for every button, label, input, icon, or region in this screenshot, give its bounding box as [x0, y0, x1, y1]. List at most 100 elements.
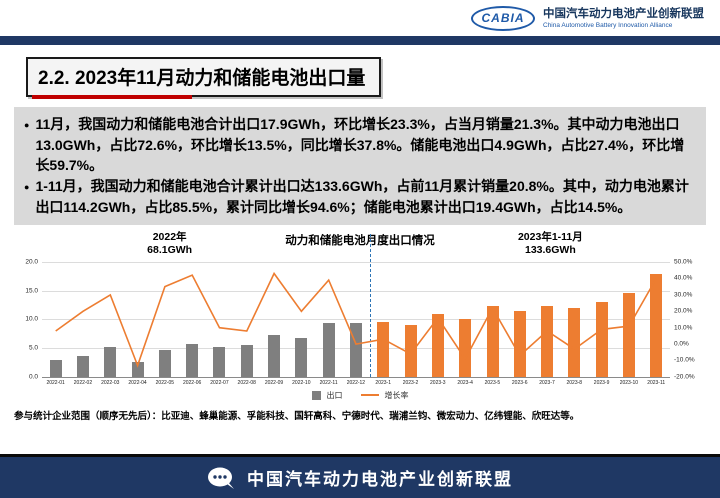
footer-logo-icon — [208, 467, 234, 489]
export-bar-2023-5 — [486, 305, 499, 377]
export-bar-2022-10 — [295, 338, 308, 377]
org-name-block: 中国汽车动力电池产业创新联盟 China Automotive Battery … — [543, 7, 704, 28]
gridline — [42, 261, 670, 263]
statistics-scope-note: 参与统计企业范围（顺序无先后）：比亚迪、蜂巢能源、孚能科技、国轩高科、宁德时代、… — [14, 410, 580, 422]
export-bar-2023-4 — [459, 318, 472, 377]
bullet-marker-icon: ● — [24, 120, 30, 130]
org-name-en: China Automotive Battery Innovation Alli… — [543, 21, 673, 29]
export-bar-2022-07 — [213, 346, 226, 377]
left-axis-tick: 20.0 — [25, 258, 38, 266]
x-tick-label: 2023-3 — [430, 379, 446, 386]
chart-title: 动力和储能电池月度出口情况 — [285, 234, 435, 247]
export-bar-2022-11 — [322, 323, 335, 377]
cabia-logo-text: CABIA — [481, 11, 525, 25]
annotation-2022-value: 68.1GWh — [147, 244, 193, 257]
left-axis-tick: 5.0 — [28, 344, 38, 352]
gridline — [42, 319, 670, 321]
left-axis-tick: 15.0 — [25, 287, 38, 295]
bullet-text-2: 1-11月，我国动力和储能电池合计累计出口达133.6GWh，占前11月累计销量… — [35, 178, 689, 215]
export-bar-2022-01 — [49, 359, 62, 377]
footer: 中国汽车动力电池产业创新联盟 — [0, 454, 720, 498]
title-accent-bar — [32, 95, 192, 99]
right-axis: 50.0% 40.0% 30.0% 20.0% 10.0% 0.0% -10.0% -20.0… — [670, 258, 706, 381]
export-bar-2022-04 — [131, 361, 144, 377]
bullet-text-1: 11月，我国动力和储能电池合计出口17.9GWh，环比增长23.3%，占当月销量… — [35, 116, 685, 174]
x-tick-label: 2023-2 — [402, 379, 419, 386]
export-bar-2023-1 — [377, 321, 390, 377]
x-tick-label: 2022-12 — [346, 379, 366, 386]
x-tick-label: 2022-09 — [264, 379, 284, 386]
x-tick-label: 2022-01 — [46, 379, 65, 386]
x-tick-label: 2022-11 — [319, 379, 338, 386]
footer-org-name: 中国汽车动力电池产业创新联盟 — [247, 470, 513, 489]
bullet-item: ● 11月，我国动力和储能电池合计出口17.9GWh，环比增长23.3%，占当月… — [22, 114, 696, 176]
right-axis-tick: 0.0% — [674, 340, 689, 348]
x-tick-label: 2023-7 — [539, 379, 555, 386]
chart-legend: 出口 增长率 — [14, 390, 706, 401]
export-bar-2023-2 — [404, 325, 417, 377]
x-tick-label: 2022-10 — [292, 379, 311, 386]
bullet-marker-icon: ● — [24, 182, 30, 193]
export-bar-2023-11 — [650, 273, 663, 377]
legend-bar-swatch-icon — [311, 390, 321, 400]
right-axis-tick: 40.0% — [674, 274, 693, 282]
x-tick-label: 2022-05 — [155, 379, 175, 386]
left-axis-tick: 0.0 — [28, 373, 38, 381]
export-bar-2022-02 — [76, 356, 89, 377]
x-tick-label: 2022-04 — [128, 379, 147, 386]
export-bar-2023-6 — [513, 310, 526, 377]
export-bar-2023-3 — [431, 313, 444, 377]
export-bar-2022-09 — [268, 335, 281, 377]
x-tick-label: 2023-1 — [375, 379, 391, 386]
year-separator-line — [369, 233, 371, 377]
right-axis-tick: 30.0% — [674, 291, 693, 299]
x-tick-label: 2022-06 — [182, 379, 202, 386]
chart-body: 20.0 15.0 10.0 5.0 0.0 50.0% 40.0% 30.0% 20.0% 1… — [14, 233, 706, 381]
x-tick-label: 2023-6 — [511, 379, 528, 386]
slide-title-box: 2.2. 2023年11月动力和储能电池出口量 — [26, 57, 382, 99]
summary-panel: ● 11月，我国动力和储能电池合计出口17.9GWh，环比增长23.3%，占当月… — [14, 107, 706, 225]
x-tick-label: 2023-11 — [647, 379, 666, 386]
annotation-2023: 2023年1-11月 133.6GWh — [435, 231, 666, 258]
right-axis-tick: 10.0% — [674, 324, 693, 332]
gridline — [42, 290, 670, 292]
export-bar-2022-08 — [240, 344, 253, 377]
export-bar-2022-05 — [158, 350, 171, 377]
x-tick-label: 2022-03 — [101, 379, 120, 386]
x-tick-label: 2022-08 — [237, 379, 256, 386]
export-bar-2022-03 — [104, 346, 117, 377]
right-axis-tick: -20.0% — [674, 373, 695, 381]
chart-plot — [42, 233, 670, 378]
right-axis-tick: -10.0% — [674, 356, 695, 364]
annotation-2022: 2022年 68.1GWh — [54, 231, 285, 258]
left-axis: 20.0 15.0 10.0 5.0 0.0 — [14, 258, 42, 381]
cabia-logo: CABIA 中国汽车动力电池产业创新联盟 China Automotive Ba… — [471, 5, 704, 31]
right-axis-tick: 50.0% — [674, 258, 693, 266]
org-name-cn: 中国汽车动力电池产业创新联盟 — [543, 8, 704, 21]
legend-bar-label: 出口 — [326, 390, 343, 400]
growth-rate-line — [55, 271, 657, 368]
export-bar-2022-06 — [186, 343, 199, 377]
export-chart: 2022年 68.1GWh 动力和储能电池月度出口情况 2023年1-11月 1… — [14, 231, 706, 401]
x-tick-label: 2023-8 — [566, 379, 583, 386]
annotation-2023-value: 133.6GWh — [524, 244, 576, 257]
left-axis-tick: 10.0 — [25, 315, 38, 323]
x-tick-label: 2023-4 — [457, 379, 473, 386]
legend-line-label: 增长率 — [384, 390, 409, 400]
header: CABIA 中国汽车动力电池产业创新联盟 China Automotive Ba… — [0, 0, 720, 36]
x-tick-label: 2022-07 — [210, 379, 229, 386]
legend-line-swatch-icon — [360, 394, 379, 397]
header-divider-bar — [0, 36, 720, 45]
x-axis-labels: 2022-01 2022-02 2022-03 2022-04 2022-05 2022-… — [14, 380, 706, 386]
annotation-2022-label: 2022年 — [152, 230, 187, 243]
export-bar-2023-9 — [595, 301, 608, 377]
cabia-logo-oval: CABIA — [471, 5, 535, 31]
slide-title: 2.2. 2023年11月动力和储能电池出口量 — [38, 68, 366, 89]
chart-head: 2022年 68.1GWh 动力和储能电池月度出口情况 2023年1-11月 1… — [14, 231, 706, 258]
export-bar-2023-10 — [623, 292, 636, 377]
export-bar-2023-7 — [541, 305, 554, 377]
x-tick-label: 2023-5 — [484, 379, 501, 386]
x-tick-label: 2023-10 — [619, 379, 639, 386]
annotation-2023-label: 2023年1-11月 — [517, 230, 583, 243]
